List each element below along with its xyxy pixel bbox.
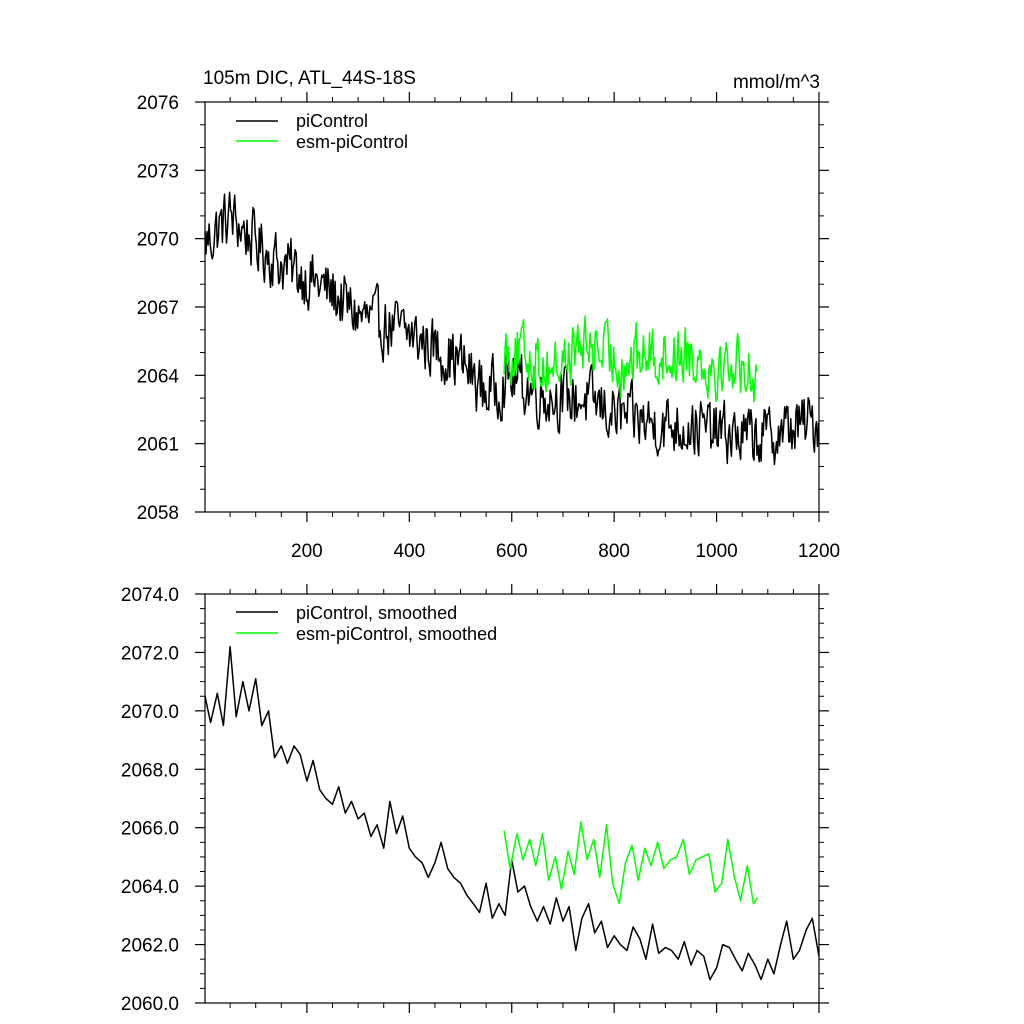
- legend-label-esm-picontrol-smoothed: esm-piControl, smoothed: [296, 624, 497, 644]
- y-tick-label: 2060.0: [121, 994, 179, 1015]
- panel-bottom: 2060.0 2062.0 2064.0 2066.0 2068.0 2070.0 2072…: [121, 584, 829, 1015]
- x-tick-label: 600: [496, 541, 528, 562]
- x-tick-label: 1000: [695, 541, 737, 562]
- panel-top: 2058 2061 2064 2067 2070 2073 2076 200 400 600 800…: [137, 92, 840, 562]
- legend-label-picontrol-smoothed: piControl, smoothed: [296, 603, 457, 623]
- y-tick-label: 2062.0: [121, 936, 179, 957]
- series-line-esm-picontrol: [503, 315, 758, 403]
- x-tick-label: 400: [393, 541, 425, 562]
- x-tick-label: 800: [598, 541, 630, 562]
- x-tick-label: 200: [291, 541, 323, 562]
- series-line-picontrol: [204, 191, 820, 466]
- y-tick-label: 2070.0: [121, 702, 179, 723]
- y-tick-label: 2064.0: [121, 877, 179, 898]
- series-line-esm-picontrol-smoothed: [503, 821, 759, 905]
- y-tick-label: 2067: [137, 298, 179, 319]
- units-label: mmol/m^3: [733, 72, 820, 93]
- y-tick-label: 2074.0: [121, 585, 179, 606]
- y-tick-label: 2058: [137, 503, 179, 524]
- legend-label-esm-picontrol: esm-piControl: [296, 132, 408, 152]
- legend-label-picontrol: piControl: [296, 111, 368, 131]
- y-tick-label: 2076: [137, 93, 179, 114]
- y-tick-label: 2064: [137, 366, 180, 387]
- y-tick-label: 2068.0: [121, 760, 179, 781]
- chart-title: 105m DIC, ATL_44S-18S: [203, 68, 416, 89]
- y-tick-label: 2073: [137, 161, 179, 182]
- x-tick-label: 1200: [798, 541, 840, 562]
- y-tick-label: 2072.0: [121, 643, 179, 664]
- y-tick-label: 2070: [137, 230, 179, 251]
- y-tick-label: 2061: [137, 435, 179, 456]
- y-tick-label: 2066.0: [121, 819, 179, 840]
